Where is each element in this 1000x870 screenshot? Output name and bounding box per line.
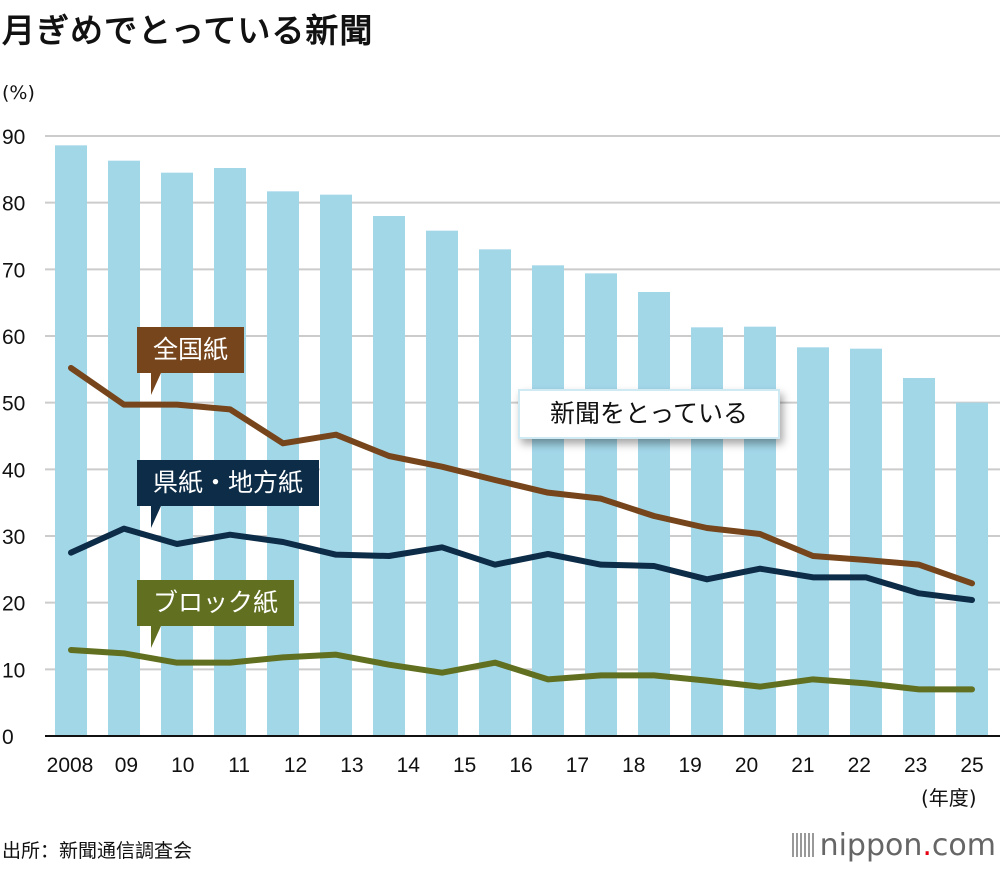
x-tick-label: 23: [904, 754, 927, 777]
legend-label-regional: 県紙・地方紙: [153, 468, 304, 497]
bar: [214, 168, 246, 736]
legend-callout-regional: 県紙・地方紙: [137, 460, 320, 528]
line-series-1: [68, 365, 975, 587]
x-tick-label: 21: [791, 754, 814, 777]
bar: [320, 194, 352, 736]
bar: [161, 172, 193, 736]
y-tick-label: 10: [2, 659, 25, 682]
x-tick-label: 22: [848, 754, 871, 777]
y-tick-label: 70: [2, 259, 25, 282]
y-tick-label: 50: [2, 393, 25, 416]
bar: [797, 347, 829, 736]
legend-label-block: ブロック紙: [153, 588, 279, 617]
y-axis-unit: (%): [2, 82, 35, 104]
x-tick-label: 2008: [47, 754, 94, 777]
bar: [850, 348, 882, 736]
x-tick-label: 10: [171, 754, 194, 777]
x-tick-label: 15: [453, 754, 476, 777]
y-tick-label: 30: [2, 526, 25, 549]
source-note: 出所：新聞通信調査会: [2, 840, 193, 862]
x-tick-label: 14: [397, 754, 421, 777]
callout-pointer: [151, 626, 161, 648]
legend-label-subscribed: 新聞をとっている: [518, 389, 780, 439]
x-tick-label: 12: [284, 754, 307, 777]
x-tick-label: 17: [566, 754, 589, 777]
x-tick-label: 25: [960, 754, 983, 777]
bar: [479, 249, 511, 737]
y-tick-label: 80: [2, 193, 25, 216]
bar: [903, 378, 935, 736]
callout-pointer: [151, 373, 161, 395]
x-tick-label: 19: [678, 754, 701, 777]
y-tick-label: 40: [2, 459, 25, 482]
legend-callout-block: ブロック紙: [137, 580, 295, 648]
line-series-3: [68, 647, 975, 693]
bar: [108, 160, 140, 736]
x-tick-label: 11: [228, 754, 250, 777]
x-tick-label: 20: [735, 754, 758, 777]
y-tick-label: 60: [2, 326, 25, 349]
x-tick-label: 13: [340, 754, 363, 777]
bar: [373, 216, 405, 736]
line-series-2: [68, 525, 975, 603]
chart-title: 月ぎめでとっている新聞: [2, 11, 374, 50]
bar: [426, 230, 458, 736]
x-axis-unit: (年度): [921, 786, 977, 810]
bar: [55, 145, 87, 737]
callout-pointer: [151, 506, 161, 528]
bar: [532, 265, 564, 736]
y-tick-label: 20: [2, 593, 25, 616]
legend-callout-national: 全国紙: [137, 327, 245, 395]
x-tick-label: 09: [115, 754, 138, 777]
x-tick-label: 18: [622, 754, 645, 777]
legend-label-national: 全国紙: [153, 335, 229, 364]
y-tick-label: 90: [2, 126, 25, 149]
logo-mark-icon: [791, 833, 814, 857]
x-tick-label: 16: [509, 754, 532, 777]
bar: [956, 402, 988, 736]
nippon-logo: nippon.com: [791, 828, 996, 863]
y-tick-label: 0: [2, 726, 14, 749]
